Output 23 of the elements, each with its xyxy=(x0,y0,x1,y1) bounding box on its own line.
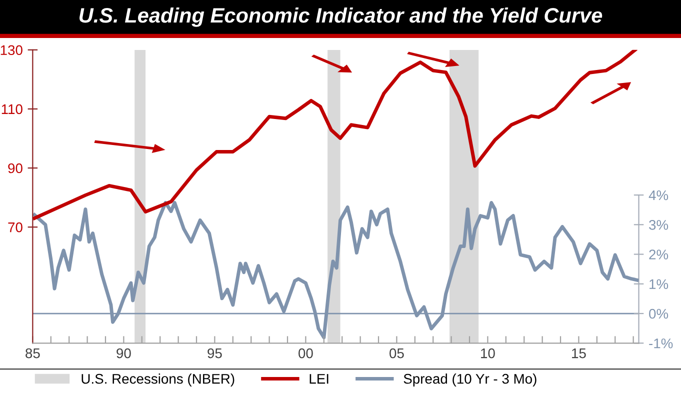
y2-tick-label: 2% xyxy=(649,250,668,260)
legend-label: U.S. Recessions (NBER) xyxy=(82,374,234,386)
y-tick-label: 130 xyxy=(0,45,22,56)
y2-tick-label: 3% xyxy=(649,220,668,230)
x-tick-label: 15 xyxy=(572,348,586,358)
x-tick-label: 85 xyxy=(26,348,40,358)
line-series xyxy=(32,50,637,220)
y-tick-label: 90 xyxy=(8,163,22,174)
legend-label: Spread (10 Yr - 3 Mo) xyxy=(404,374,536,386)
y-tick-label: 110 xyxy=(2,104,22,114)
x-tick-label: 90 xyxy=(116,348,131,358)
x-tick-label: 10 xyxy=(481,348,495,358)
chart-title: U.S. Leading Economic Indicator and the Yield Curve xyxy=(80,7,602,27)
x-tick-label: 95 xyxy=(208,348,222,358)
y2-tick-label: 1% xyxy=(650,279,668,290)
legend-label: LEI xyxy=(310,374,328,384)
line-series xyxy=(32,200,639,340)
y2-tick-label: 0% xyxy=(649,308,668,319)
y2-tick-label: 4% xyxy=(648,190,668,200)
y2-tick-label: -1% xyxy=(649,338,673,348)
x-tick-label: 00 xyxy=(298,348,313,358)
y-tick-label: 70 xyxy=(8,222,22,232)
x-tick-label: 05 xyxy=(390,348,404,358)
